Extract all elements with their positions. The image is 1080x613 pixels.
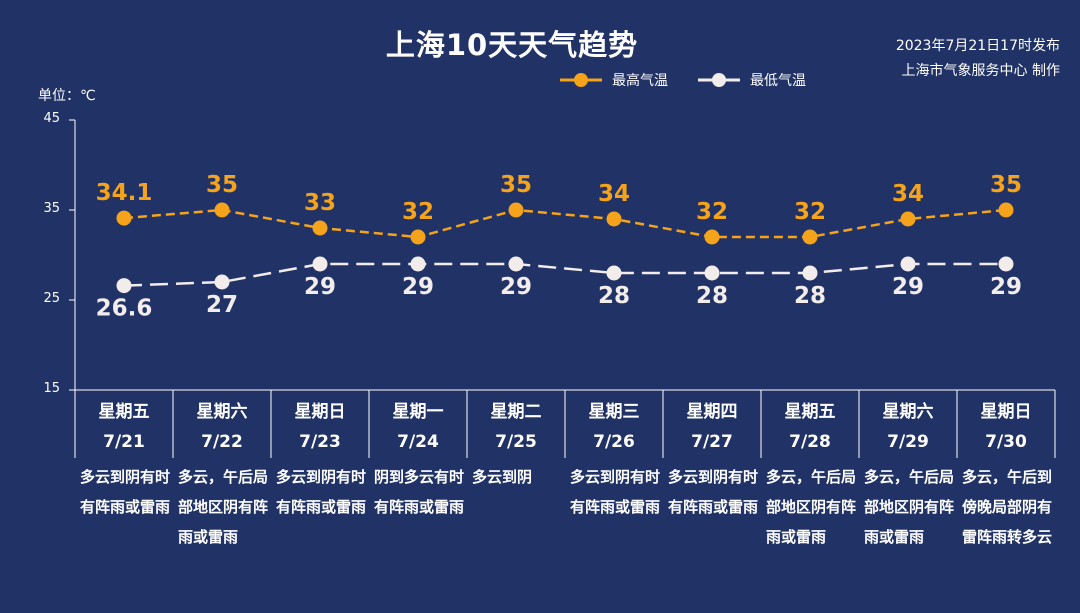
y-tick-label: 35 — [43, 201, 60, 216]
high-temp-label: 33 — [304, 190, 336, 216]
chart-title: 上海10天天气趋势 — [385, 28, 639, 62]
weather-description: 多云到阴有时有阵雨或雷雨 — [276, 468, 367, 516]
day-header: 星期日 7/30 — [957, 392, 1055, 454]
legend-low-label: 最低气温 — [750, 73, 806, 89]
high-temp-point — [116, 210, 132, 226]
day-header: 星期六 7/29 — [859, 392, 957, 454]
day-header: 星期六 7/22 — [173, 392, 271, 454]
weather-description: 多云到阴有时有阵雨或雷雨 — [668, 468, 759, 516]
high-temp-label: 32 — [696, 199, 728, 225]
weekday-label: 星期二 — [490, 402, 542, 422]
high-temp-point — [606, 211, 622, 227]
high-temp-point — [704, 229, 720, 245]
high-temp-point — [802, 229, 818, 245]
high-temp-label: 34.1 — [96, 180, 153, 206]
high-temp-label: 35 — [990, 172, 1022, 198]
high-temp-point — [214, 202, 230, 218]
low-temp-point — [900, 256, 916, 272]
low-temp-label: 29 — [892, 274, 924, 300]
weekday-label: 星期三 — [588, 402, 640, 422]
date-label: 7/28 — [789, 432, 831, 452]
day-header: 星期二 7/25 — [467, 392, 565, 454]
weekday-label: 星期五 — [784, 402, 836, 422]
day-header: 星期五 7/21 — [75, 392, 173, 454]
weekday-label: 星期一 — [392, 402, 444, 422]
low-temp-point — [508, 256, 524, 272]
weather-description: 多云，午后到傍晚局部阴有雷阵雨转多云 — [962, 468, 1053, 546]
high-temp-label: 34 — [598, 181, 630, 207]
publish-info: 2023年7月21日17时发布 上海市气象服务中心 制作 — [896, 34, 1060, 84]
high-temp-label: 35 — [206, 172, 238, 198]
weekday-label: 星期六 — [196, 402, 248, 422]
day-header: 星期一 7/24 — [369, 392, 467, 454]
day-header: 星期三 7/26 — [565, 392, 663, 454]
high-temp-point — [900, 211, 916, 227]
date-label: 7/23 — [299, 432, 341, 452]
high-temp-label: 34 — [892, 181, 924, 207]
weekday-label: 星期五 — [98, 402, 150, 422]
low-temp-label: 29 — [500, 274, 532, 300]
low-temp-label: 29 — [990, 274, 1022, 300]
low-temp-point — [998, 256, 1014, 272]
y-tick-label: 15 — [43, 381, 60, 396]
high-temp-label: 32 — [402, 199, 434, 225]
publisher: 上海市气象服务中心 制作 — [901, 63, 1060, 79]
low-temp-point — [410, 256, 426, 272]
legend-low[interactable]: 最低气温 — [698, 70, 806, 90]
legend-high-marker — [560, 73, 602, 87]
date-label: 7/26 — [593, 432, 635, 452]
weather-description: 多云到阴 — [472, 468, 533, 486]
y-tick-label: 45 — [43, 111, 60, 126]
high-temp-point — [312, 220, 328, 236]
low-temp-point — [116, 278, 132, 294]
low-temp-point — [606, 265, 622, 281]
date-label: 7/22 — [201, 432, 243, 452]
weekday-label: 星期四 — [686, 402, 738, 422]
low-temp-point — [214, 274, 230, 290]
legend-high[interactable]: 最高气温 — [560, 70, 668, 90]
date-label: 7/29 — [887, 432, 929, 452]
legend-low-marker — [698, 73, 740, 87]
low-temp-label: 28 — [598, 283, 630, 309]
weather-description: 多云，午后局部地区阴有阵雨或雷雨 — [864, 468, 955, 546]
low-temp-point — [312, 256, 328, 272]
publish-time: 2023年7月21日17时发布 — [895, 38, 1060, 54]
unit-label: 单位：℃ — [38, 88, 96, 104]
weather-description: 多云，午后局部地区阴有阵雨或雷雨 — [766, 468, 857, 546]
low-temp-label: 29 — [304, 274, 336, 300]
weather-description: 多云到阴有时有阵雨或雷雨 — [570, 468, 661, 516]
legend-high-label: 最高气温 — [612, 73, 668, 89]
weather-description: 阴到多云有时有阵雨或雷雨 — [374, 468, 465, 516]
date-label: 7/24 — [397, 432, 439, 452]
date-label: 7/25 — [495, 432, 537, 452]
date-label: 7/30 — [985, 432, 1027, 452]
high-temp-point — [410, 229, 426, 245]
high-temp-point — [508, 202, 524, 218]
high-temp-label: 35 — [500, 172, 532, 198]
weather-description: 多云到阴有时有阵雨或雷雨 — [80, 468, 171, 516]
low-temp-label: 28 — [696, 283, 728, 309]
low-temp-point — [802, 265, 818, 281]
low-temp-point — [704, 265, 720, 281]
low-temp-label: 27 — [206, 292, 238, 318]
weekday-label: 星期日 — [980, 402, 1032, 422]
date-label: 7/27 — [691, 432, 733, 452]
day-header: 星期五 7/28 — [761, 392, 859, 454]
low-temp-label: 28 — [794, 283, 826, 309]
weekday-label: 星期日 — [294, 402, 346, 422]
day-header: 星期日 7/23 — [271, 392, 369, 454]
high-temp-point — [998, 202, 1014, 218]
low-temp-label: 29 — [402, 274, 434, 300]
weather-description: 多云，午后局部地区阴有阵雨或雷雨 — [178, 468, 269, 546]
low-temp-label: 26.6 — [96, 296, 153, 322]
day-header: 星期四 7/27 — [663, 392, 761, 454]
date-label: 7/21 — [103, 432, 145, 452]
y-tick-label: 25 — [43, 291, 60, 306]
high-temp-line — [123, 208, 1007, 239]
chart-legend: 最高气温 最低气温 — [560, 70, 836, 90]
high-temp-label: 32 — [794, 199, 826, 225]
low-temp-line — [123, 262, 1006, 287]
weekday-label: 星期六 — [882, 402, 934, 422]
